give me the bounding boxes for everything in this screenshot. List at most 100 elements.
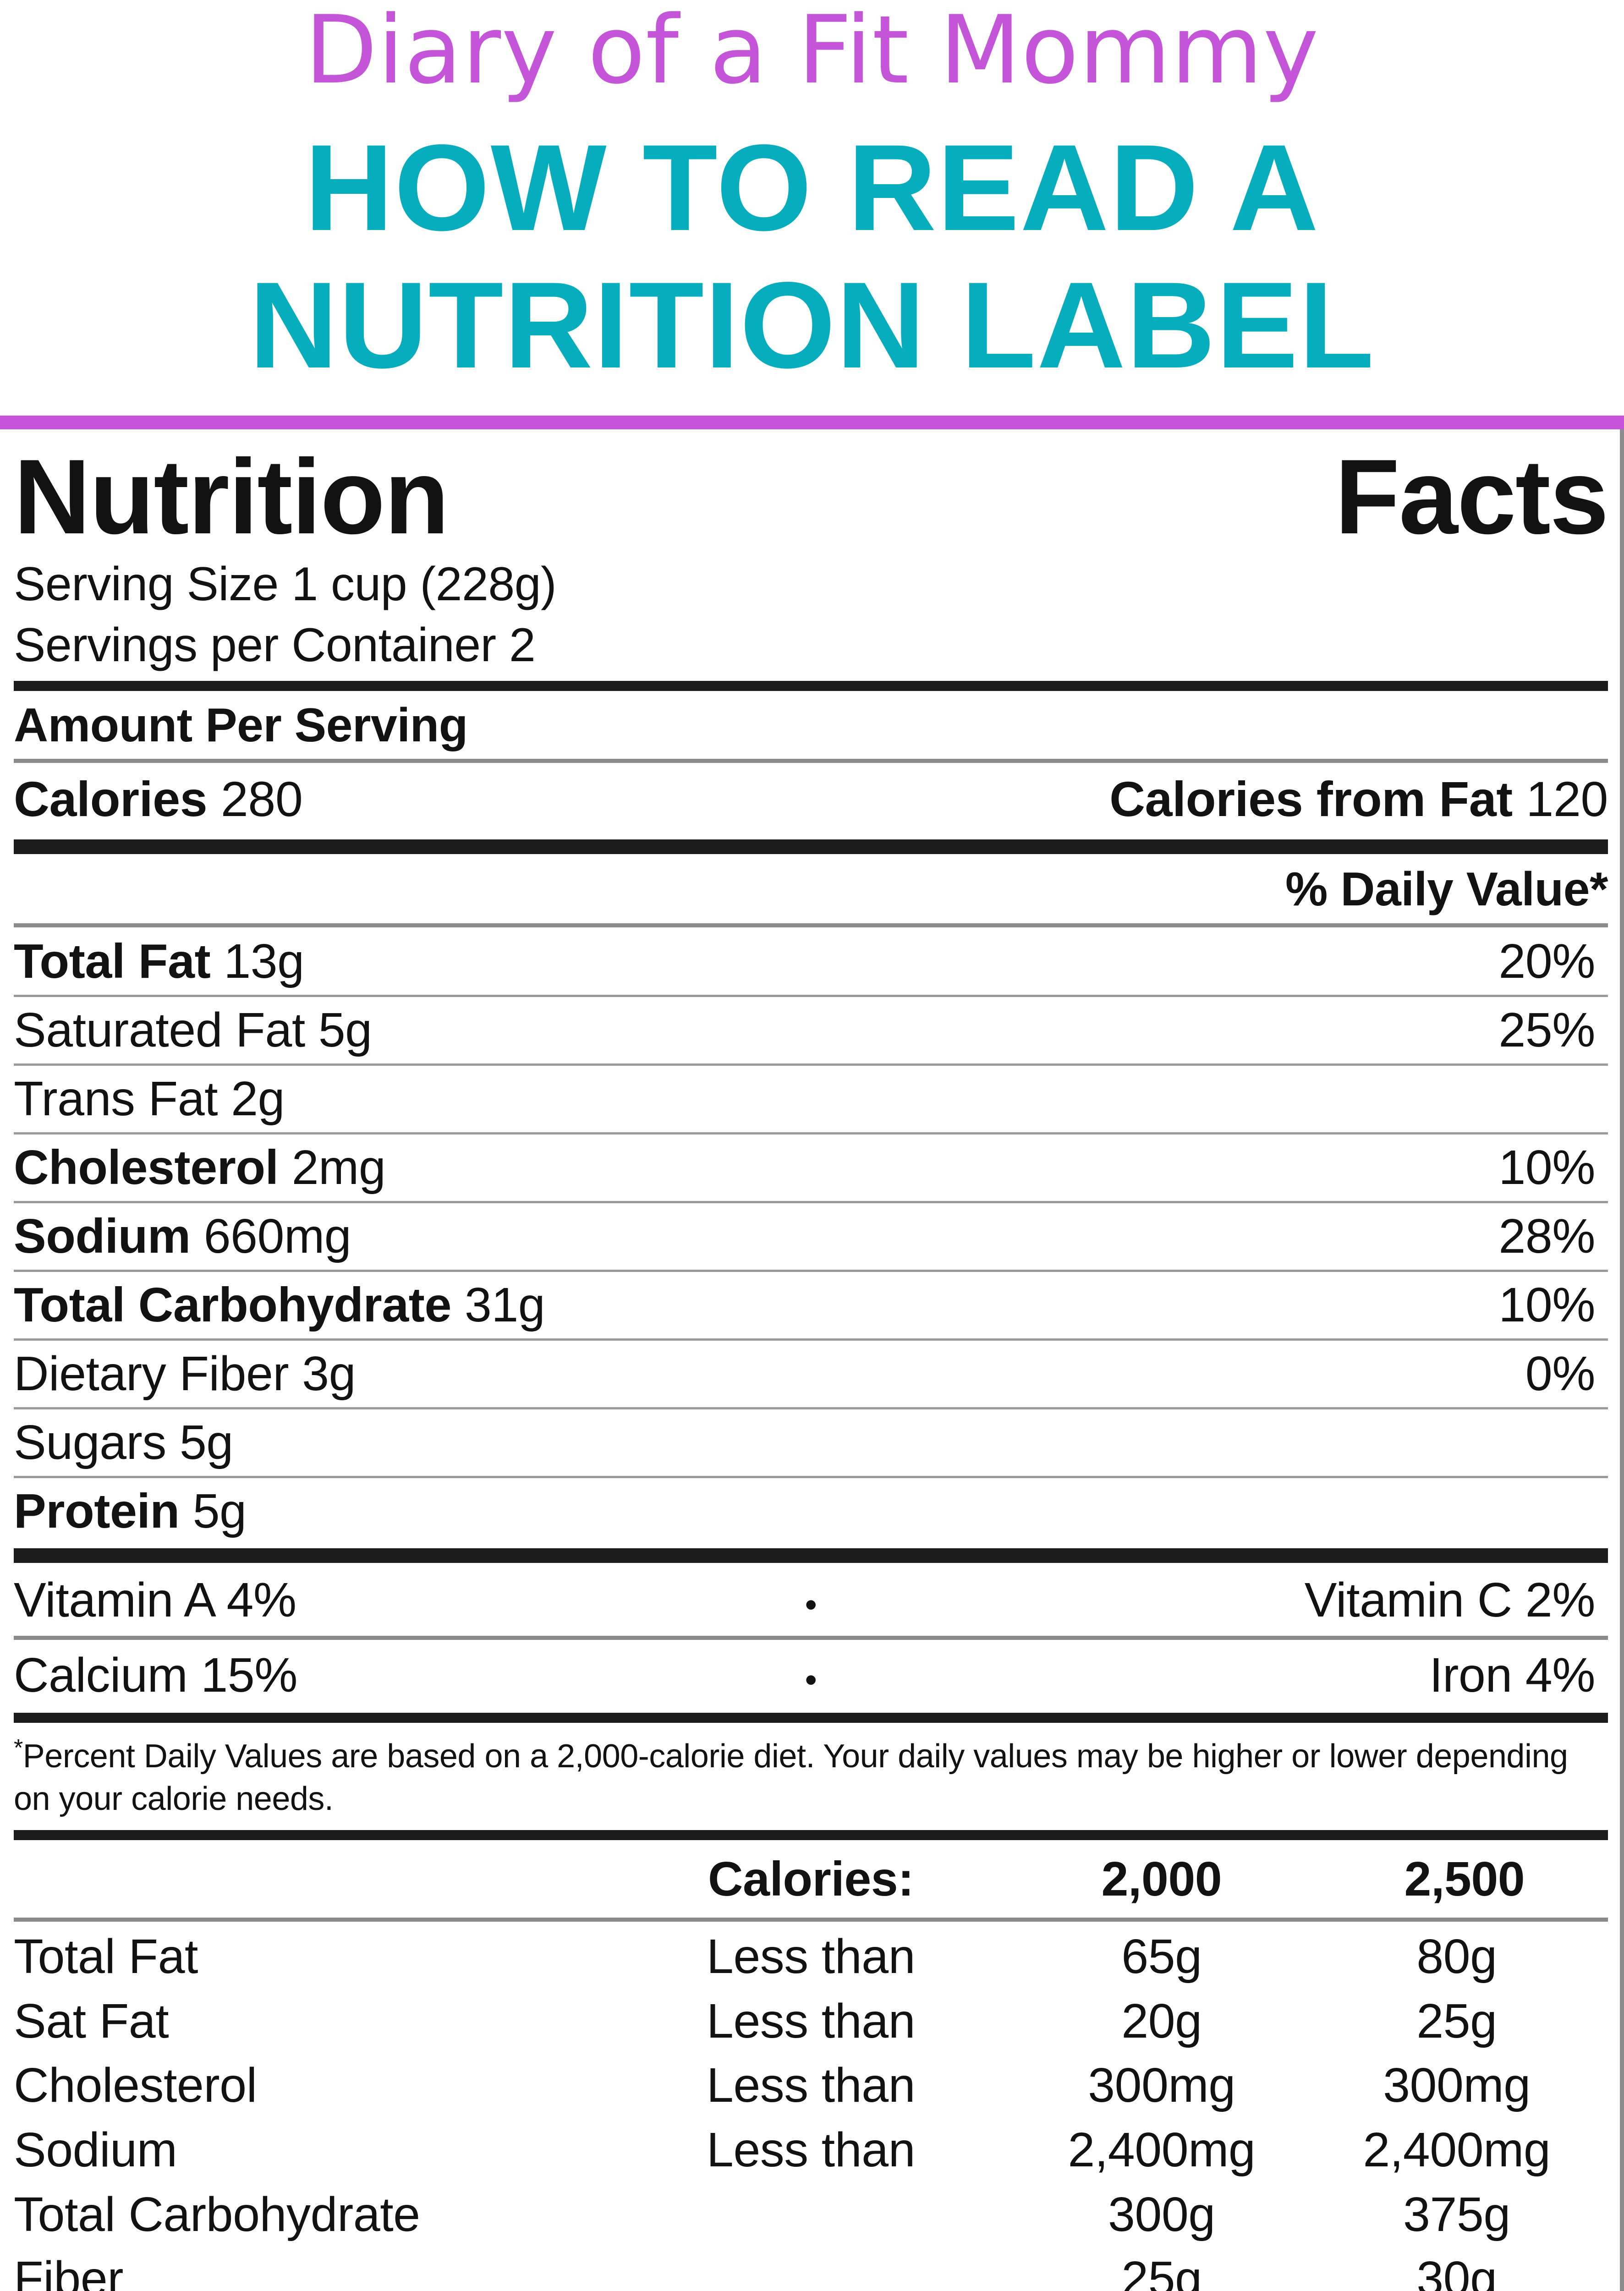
nutrient-name: Cholesterol 2mg	[14, 1140, 386, 1196]
dv-table-row: Fiber 25g 30g	[14, 2247, 1608, 2291]
dv-row-compare	[620, 2182, 1002, 2247]
dv-row-2500: 2,400mg	[1363, 2122, 1551, 2177]
nutrient-daily-value: 20%	[1498, 934, 1595, 989]
brand-text: Diary of a Fit Mommy	[305, 0, 1319, 105]
page-title-line-2: NUTRITION LABEL	[249, 256, 1375, 394]
nutrient-row: Total Fat 13g 20%	[14, 930, 1608, 993]
nutrient-amount: 31g	[464, 1278, 545, 1332]
nutrient-label: Total Carbohydrate	[14, 1278, 465, 1332]
nutrient-amount: 2mg	[291, 1140, 386, 1195]
dv-table-header-row: Calories: 2,000 2,500	[14, 1844, 1608, 1915]
dv-header-blank	[14, 1844, 620, 1915]
nutrient-daily-value: 10%	[1498, 1140, 1595, 1195]
nutrient-row-divider	[14, 1270, 1608, 1272]
nutrient-name: Total Carbohydrate 31g	[14, 1277, 545, 1333]
vitamin-row: Calcium 15% • Iron 4%	[14, 1643, 1608, 1708]
nutrient-rows: Total Fat 13g 20% Saturated Fat 5g 25% Trans…	[14, 930, 1608, 1543]
facts-word: Facts	[1334, 438, 1609, 557]
serving-size-line: Serving Size 1 cup (228g)	[14, 558, 557, 611]
dv-row-compare: Less than	[706, 1994, 916, 2048]
nutrition-word: Nutrition	[14, 438, 449, 557]
vitamin-rows: Vitamin A 4% • Vitamin C 2% Calcium 15% • Iro…	[14, 1568, 1608, 1708]
dv-row-2000: 300mg	[1088, 2058, 1235, 2113]
nutrient-daily-value: 25%	[1498, 1003, 1595, 1058]
dv-row-2000: 2,400mg	[1068, 2122, 1256, 2177]
calories-label: Calories	[14, 771, 208, 827]
dv-row-2500: 300mg	[1383, 2058, 1531, 2113]
nutrient-row-divider	[14, 1201, 1608, 1204]
nutrient-row-divider	[14, 1407, 1608, 1410]
nutrient-row: Total Carbohydrate 31g 10%	[14, 1274, 1608, 1337]
rule-below-vitamins	[14, 1712, 1608, 1723]
nutrient-name: Total Fat 13g	[14, 933, 304, 990]
nutrient-label: Total Fat	[14, 934, 224, 989]
nutrient-label: Cholesterol	[14, 1140, 292, 1195]
dv-row-2500: 25g	[1416, 1994, 1497, 2048]
bullet-separator-icon: •	[805, 1660, 817, 1699]
dv-row-2000: 300g	[1108, 2187, 1215, 2242]
rule-below-calories	[14, 839, 1608, 855]
nutrient-label: Saturated Fat	[14, 1003, 318, 1058]
nutrient-label: Protein	[14, 1484, 193, 1539]
nutrient-row-divider	[14, 1338, 1608, 1341]
dv-row-2000: 20g	[1121, 1994, 1202, 2048]
dv-table-header-divider-row	[14, 1915, 1608, 1924]
calories-from-fat-label: Calories from Fat	[1109, 771, 1513, 827]
vitamin-left: Vitamin A 4%	[14, 1573, 296, 1627]
nutrient-row: Protein 5g	[14, 1480, 1608, 1543]
nutrient-label: Dietary Fiber	[14, 1347, 302, 1401]
dv-row-2000: 65g	[1121, 1929, 1202, 1984]
nutrient-amount: 660mg	[203, 1209, 351, 1264]
nutrient-name: Protein 5g	[14, 1483, 247, 1540]
dv-row-name: Total Carbohydrate	[14, 2187, 420, 2242]
rule-below-nutrients	[14, 1548, 1608, 1563]
nutrient-row: Cholesterol 2mg 10%	[14, 1136, 1608, 1199]
rule-below-servings	[14, 680, 1608, 691]
dv-row-compare	[620, 2247, 1002, 2291]
dv-header-2500: 2,500	[1404, 1852, 1525, 1907]
vitamin-left: Calcium 15%	[14, 1648, 297, 1702]
nutrient-amount: 3g	[302, 1347, 356, 1401]
nutrient-daily-value: 0%	[1525, 1347, 1596, 1401]
dv-row-name: Total Fat	[14, 1929, 198, 1984]
nutrient-amount: 13g	[224, 934, 304, 989]
nutrient-amount: 5g	[179, 1415, 233, 1470]
nutrient-row: Sodium 660mg 28%	[14, 1205, 1608, 1268]
nutrient-name: Trans Fat 2g	[14, 1071, 285, 1127]
nutrient-label: Sugars	[14, 1415, 180, 1470]
rule-above-dv-table	[14, 1830, 1608, 1841]
nutrition-facts-label: Nutrition Facts Serving Size 1 cup (228g…	[0, 429, 1624, 2291]
dv-row-name: Fiber	[14, 2252, 124, 2291]
nutrient-name: Saturated Fat 5g	[14, 1002, 372, 1058]
nutrient-row: Trans Fat 2g	[14, 1068, 1608, 1130]
calories-right: Calories from Fat 120	[1109, 770, 1608, 828]
rule-below-dv-header	[14, 923, 1608, 928]
dv-row-name: Cholesterol	[14, 2058, 257, 2113]
nutrient-row: Sugars 5g	[14, 1411, 1608, 1474]
dv-row-2500: 30g	[1416, 2252, 1497, 2291]
nutrient-label: Sodium	[14, 1209, 204, 1264]
nutrient-daily-value: 10%	[1498, 1278, 1595, 1332]
page-title-line-1: HOW TO READ A	[304, 119, 1320, 256]
nutrient-amount: 5g	[192, 1484, 247, 1539]
daily-value-reference-table: Calories: 2,000 2,500 Total Fat Less than 65g…	[14, 1844, 1608, 2291]
nutrient-name: Dietary Fiber 3g	[14, 1346, 356, 1402]
amount-per-serving-heading: Amount Per Serving	[14, 698, 468, 752]
daily-value-header: % Daily Value*	[1285, 863, 1608, 916]
dv-row-compare: Less than	[706, 2058, 916, 2113]
purple-divider	[0, 416, 1624, 430]
dv-row-compare: Less than	[706, 1929, 916, 1984]
calories-from-fat-value: 120	[1526, 771, 1608, 827]
nutrient-row-divider	[14, 1063, 1608, 1066]
nutrient-name: Sugars 5g	[14, 1414, 233, 1471]
nutrient-row-divider	[14, 1476, 1608, 1479]
nutrition-facts-heading: Nutrition Facts	[14, 429, 1609, 557]
footnote-text: Percent Daily Values are based on a 2,00…	[14, 1737, 1568, 1818]
nutrient-label: Trans Fat	[14, 1072, 231, 1126]
dv-table-row: Cholesterol Less than 300mg 300mg	[14, 2053, 1608, 2118]
nutrient-amount: 2g	[231, 1072, 285, 1126]
dv-table-header-divider	[14, 1915, 1608, 1924]
nutrient-name: Sodium 660mg	[14, 1208, 351, 1265]
nutrient-row-divider	[14, 995, 1608, 998]
nutrient-row: Dietary Fiber 3g 0%	[14, 1343, 1608, 1405]
